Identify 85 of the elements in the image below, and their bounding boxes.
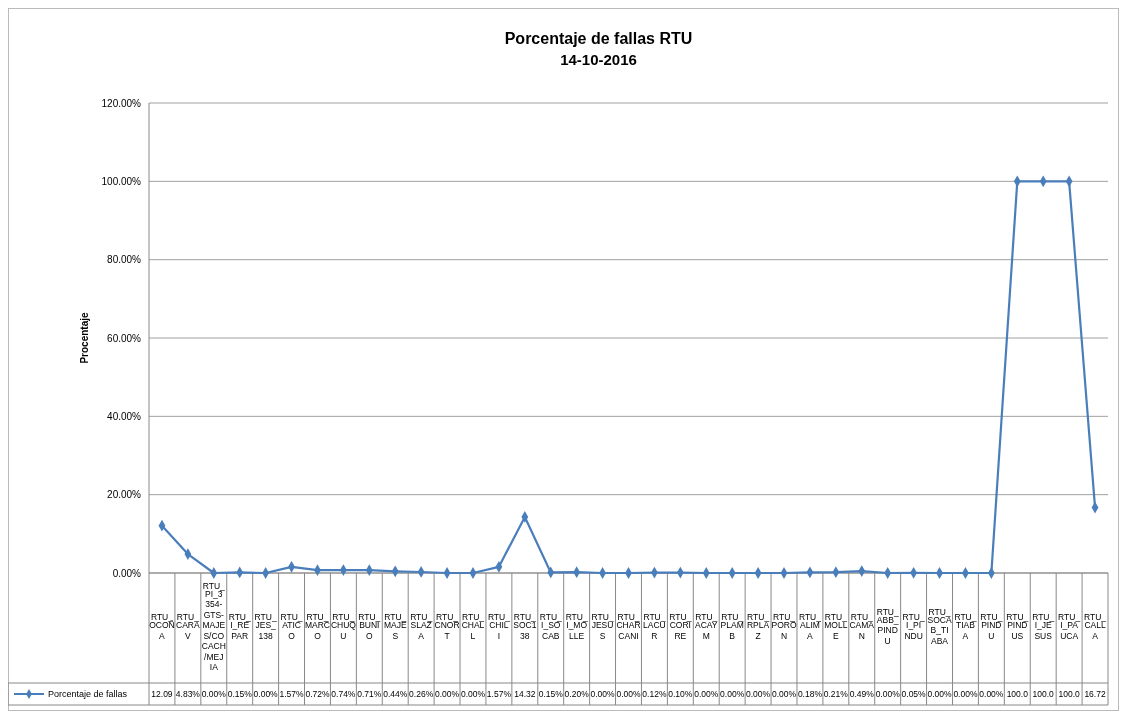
y-tick-label: 0.00% [112,567,142,579]
data-label: 0.00% [979,688,1004,699]
y-tick-label: 40.00% [107,410,142,422]
data-label: 0.71% [357,688,382,699]
data-label: 4.83% [175,688,201,699]
chart-subtitle: 14-10-2016 [560,51,637,68]
data-label: 0.26% [409,688,434,699]
data-label: 16.72 [1084,688,1106,699]
data-label: 0.44% [383,688,408,699]
data-label: 1.57% [279,688,305,699]
x-tick-label: RTU_CHILI [487,612,511,641]
x-tick-label: RTU_CARAV [176,612,201,641]
x-tick-label: RTU_ALIMA [798,612,822,641]
data-label: 14.32 [514,688,536,699]
data-label: 0.00% [201,688,227,699]
x-tick-label: RTU_PORON [771,612,797,641]
x-tick-label: RTU_I_JESUS [1032,612,1055,641]
x-tick-label: RTU_MARCO [304,612,330,641]
data-label: 100.0 [1032,688,1055,699]
data-label: 0.00% [927,688,953,699]
data-label: 100.0 [1058,688,1081,699]
x-tick-label: RTU_BUNIO [358,612,381,641]
data-label: 0.72% [305,688,330,699]
y-tick-label: 80.00% [107,254,142,266]
data-label: 0.00% [953,688,978,699]
x-tick-label: RTU_MAJES [383,612,407,641]
data-label: 12.09 [151,688,173,699]
data-label: 0.12% [642,688,667,699]
x-tick-label: RTU_OCOÑA [149,612,175,641]
x-tick-label: RTU_CAMAN [849,612,875,641]
y-tick-label: 20.00% [107,489,142,501]
data-label: 0.00% [253,688,279,699]
data-label: 0.00% [875,688,901,699]
data-label: 0.20% [564,688,590,699]
x-tick-label: RTU_PINDUS [1006,612,1029,641]
data-label: 0.00% [720,688,745,699]
x-tick-label: RTU_JESUS [591,612,614,641]
data-label: 0.10% [668,688,693,699]
data-label: 0.74% [331,688,356,699]
x-tick-label: RTU_MOLLE [824,612,848,641]
x-tick-label: RTU_ATICO [280,612,303,641]
x-tick-label: RTU_CNORT [434,612,460,641]
x-tick-label: RTU_I_MOLLE [565,612,588,641]
data-label: 0.00% [616,688,641,699]
data-label: 1.57% [486,688,512,699]
x-tick-label: RTU_I_PAUCA [1058,612,1081,641]
x-tick-label: RTU_PINDU [980,612,1003,641]
data-label: 0.15% [538,688,564,699]
y-axis-title: Procentaje [79,312,90,364]
data-label: 0.49% [849,688,875,699]
x-tick-label: RTU_I_PINDU [902,612,925,641]
data-label: 0.00% [590,688,616,699]
x-tick-label: RTU_I_REPAR [228,612,252,641]
data-label: 0.05% [901,688,927,699]
data-label: 0.00% [746,688,771,699]
x-tick-label: RTU_SOCAB_TIABA [927,607,952,646]
x-tick-label: RTU_TIABA [954,612,977,641]
x-tick-label: RTU_RPLAZ [746,612,770,641]
x-tick-label: RTU_PLAMB [720,612,744,641]
y-tick-label: 60.00% [107,332,142,344]
data-label: 0.00% [694,688,719,699]
y-tick-label: 100.00% [101,175,142,187]
x-tick-label: RTU_CHARCANI [616,612,641,641]
x-tick-label: RTU_SLAZA [410,612,433,641]
x-tick-label: RTU_ACAYM [694,612,718,641]
data-label: 0.15% [227,688,253,699]
data-label: 0.00% [771,688,797,699]
legend-label: Porcentaje de fallas [48,689,128,700]
x-tick-label: RTU_CHUQU [330,612,357,641]
x-tick-label: RTU_CORIRE [669,612,692,641]
chart-title: Porcentaje de fallas RTU [504,30,693,47]
data-label: 0.00% [460,688,486,699]
x-tick-label: RTU_CHALL [461,612,485,641]
y-tick-label: 120.00% [101,97,142,109]
data-label: 100.0 [1006,688,1029,699]
x-tick-label: RTU_JES_138 [254,612,277,641]
data-label: 0.00% [435,688,460,699]
x-tick-label: RTU_ABB_PINDU [876,607,899,646]
category-label: RTU_PI_3354-GTS-MAJES/COCACH/MEJIA [201,580,226,672]
x-tick-label: RTU_LACUR [643,612,666,641]
x-tick-label: RTU_CALLA [1084,612,1107,641]
x-tick-label: RTU_I_SOCAB [539,612,563,641]
data-label: 0.21% [823,688,849,699]
x-tick-label: RTU_SOC138 [513,612,537,641]
data-label: 0.18% [797,688,823,699]
